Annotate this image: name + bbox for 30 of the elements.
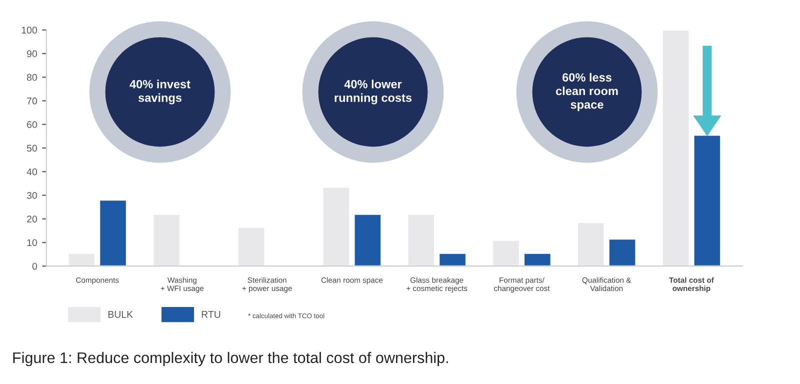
y-tick-label: 100 — [22, 26, 37, 34]
annotation: 40% invest savings — [130, 80, 190, 104]
bar — [98, 199, 128, 266]
bar — [152, 213, 181, 266]
bar — [661, 30, 690, 266]
y-tick-label: 20 — [27, 216, 37, 222]
bar — [438, 252, 467, 266]
annotation: 40% lower running costs — [334, 80, 412, 104]
y-tick-label: 30 — [26, 192, 37, 199]
bar — [608, 238, 637, 266]
bar — [353, 213, 382, 266]
bar — [523, 252, 552, 266]
caption: Figure 1: Reduce complexity to lower the total cost of ownership. — [13, 352, 448, 366]
bar — [492, 239, 520, 266]
y-tick-label: 10 — [27, 239, 37, 246]
y-tick-label: 70 — [27, 98, 37, 104]
bar — [576, 222, 606, 266]
legend-label: BULK — [108, 311, 133, 318]
y-tick-label: 80 — [26, 74, 37, 81]
y-tick-label: 50 — [26, 144, 37, 152]
bar — [237, 226, 266, 266]
y-tick-label: 0 — [32, 262, 37, 270]
legend-label: RTU — [202, 311, 220, 318]
bar — [67, 252, 96, 266]
annotation: 60% less clean room space — [556, 72, 618, 112]
bar — [322, 186, 351, 266]
y-tick-label: 90 — [27, 50, 37, 58]
y-tick-label: 40 — [26, 168, 37, 176]
bar — [406, 213, 436, 266]
y-tick-label: 60 — [27, 121, 37, 128]
